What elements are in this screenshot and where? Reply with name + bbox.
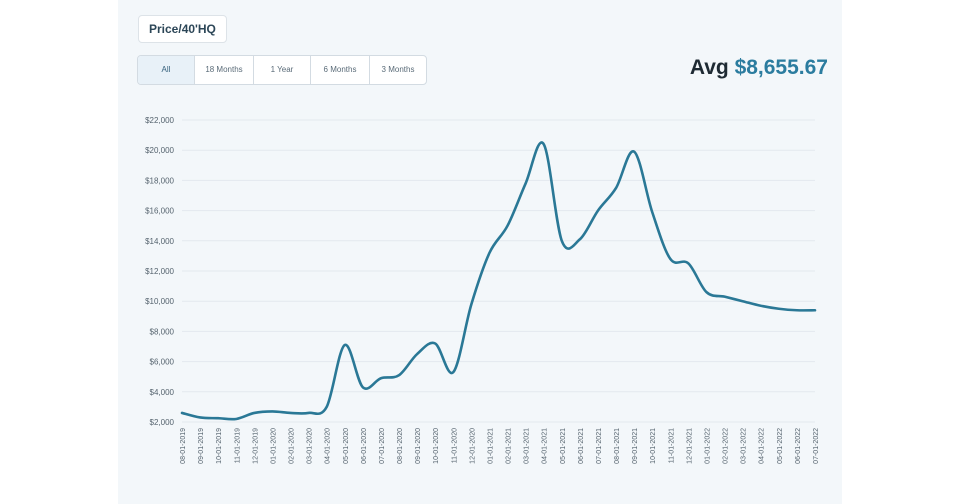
y-tick-label: $14,000	[145, 237, 174, 246]
y-tick-label: $4,000	[150, 388, 175, 397]
x-tick-label: 11-01-2020	[451, 428, 458, 463]
x-tick-label: 07-01-2021	[596, 428, 603, 464]
range-3-months-button[interactable]: 3 Months	[381, 65, 415, 74]
range-18-months-button[interactable]: 18 Months	[195, 56, 254, 84]
average-price: Avg $8,655.67	[690, 56, 828, 80]
x-tick-label: 03-01-2022	[741, 428, 748, 464]
x-tick-label: 03-01-2021	[524, 428, 531, 464]
average-label: Avg	[689, 56, 729, 79]
x-tick-label: 12-01-2021	[686, 428, 693, 464]
x-tick-label: 06-01-2020	[361, 428, 368, 464]
x-tick-label: 10-01-2021	[650, 428, 657, 464]
x-tick-label: 05-01-2022	[777, 428, 784, 464]
y-tick-label: $8,000	[150, 327, 175, 336]
x-tick-label: 04-01-2020	[325, 428, 332, 464]
time-range-selector: All 18 Months 1 Year 6 Months 3 Months	[137, 55, 427, 85]
x-tick-label: 08-01-2021	[614, 428, 621, 464]
y-tick-label: $22,000	[145, 116, 174, 125]
x-tick-label: 06-01-2021	[578, 428, 585, 464]
x-tick-label: 01-01-2021	[487, 428, 494, 464]
x-tick-label: 02-01-2021	[506, 428, 513, 464]
x-tick-label: 12-01-2020	[469, 428, 476, 464]
y-tick-label: $18,000	[145, 176, 174, 185]
y-tick-label: $10,000	[145, 297, 174, 306]
x-tick-label: 11-01-2021	[668, 428, 675, 463]
x-tick-label: 04-01-2022	[759, 428, 766, 464]
x-tick-label: 10-01-2019	[216, 428, 223, 464]
x-tick-label: 03-01-2020	[307, 428, 314, 464]
x-tick-label: 05-01-2020	[343, 428, 350, 464]
y-tick-label: $12,000	[145, 267, 174, 276]
range-6-months-button[interactable]: 6 Months	[311, 56, 370, 84]
y-tick-label: $6,000	[150, 358, 175, 367]
x-tick-label: 09-01-2021	[632, 428, 639, 464]
x-tick-label: 06-01-2022	[795, 428, 802, 464]
x-tick-label: 01-01-2022	[704, 428, 711, 464]
x-tick-label: 10-01-2020	[433, 428, 440, 464]
x-tick-label: 02-01-2022	[723, 428, 730, 464]
y-tick-label: $20,000	[145, 146, 174, 155]
x-tick-label: 07-01-2022	[813, 428, 820, 464]
x-tick-label: 07-01-2020	[379, 428, 386, 464]
range-all-button[interactable]: All	[138, 56, 195, 84]
x-tick-label: 01-01-2020	[270, 428, 277, 464]
x-tick-label: 09-01-2019	[198, 428, 205, 464]
x-tick-label: 11-01-2019	[234, 428, 241, 463]
average-value: $8,655.67	[734, 56, 828, 79]
y-tick-label: $16,000	[145, 207, 174, 216]
y-tick-label: $2,000	[150, 418, 175, 427]
x-tick-label: 12-01-2019	[252, 428, 259, 464]
price-series-line	[180, 141, 817, 421]
x-tick-label: 04-01-2021	[542, 428, 549, 464]
range-1-year-button[interactable]: 1 Year	[254, 56, 311, 84]
x-tick-label: 08-01-2019	[180, 428, 187, 464]
x-tick-label: 02-01-2020	[289, 428, 296, 464]
x-tick-label: 05-01-2021	[560, 428, 567, 464]
price-per-40hq-tab[interactable]: Price/40'HQ	[138, 15, 227, 43]
x-tick-label: 09-01-2020	[415, 428, 422, 464]
x-tick-label: 08-01-2020	[397, 428, 404, 464]
